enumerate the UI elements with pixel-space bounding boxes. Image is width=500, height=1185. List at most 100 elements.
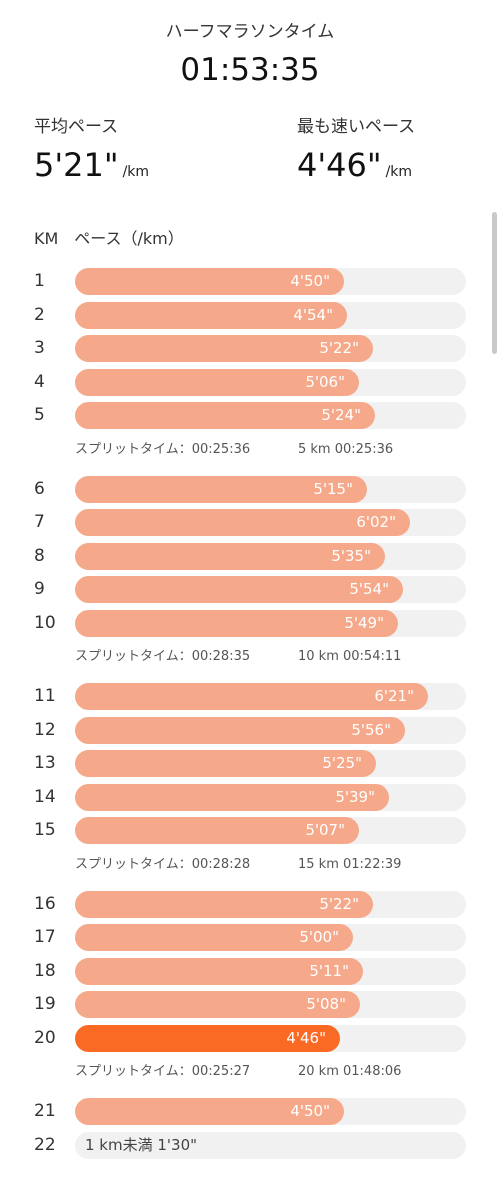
split-cumulative-time: 15 km 01:22:39 [298, 856, 402, 872]
pace-bar-track: 5'06" [75, 368, 466, 396]
pace-column-label: ペース（/km） [74, 229, 184, 248]
km-row[interactable]: 13 5'25" [0, 746, 500, 780]
pace-value-label: 4'54" [293, 305, 333, 324]
pace-bar-track: 4'54" [75, 301, 466, 329]
pace-bar: 5'39" [75, 783, 389, 811]
average-pace-block: 平均ペース 5'21"/km [34, 112, 149, 195]
split-time-label: スプリットタイム：00:28:35 [75, 649, 251, 664]
split-time-row: スプリットタイム：00:25:36 5 km 00:25:36 [0, 432, 500, 468]
km-row[interactable]: 20 4'46" [0, 1021, 500, 1055]
average-pace-value-row: 5'21"/km [34, 142, 149, 195]
km-number: 15 [34, 820, 56, 840]
split-cumulative-time: 10 km 00:54:11 [298, 649, 402, 664]
km-number: 14 [34, 786, 56, 807]
km-row[interactable]: 14 5'39" [0, 780, 500, 814]
pace-value-label: 6'21" [374, 687, 414, 705]
km-row[interactable]: 6 5'15" [0, 472, 500, 506]
km-row[interactable]: 16 5'22" [0, 887, 500, 921]
pace-bar: 5'15" [75, 475, 367, 503]
scrollbar[interactable] [492, 212, 497, 354]
pace-bar-track: 5'07" [75, 817, 466, 844]
pace-value-label: 5'24" [321, 406, 361, 424]
pace-value-label: 4'50" [290, 272, 330, 290]
pace-bar-track: 5'22" [75, 335, 466, 362]
pace-bar: 6'21" [75, 683, 428, 710]
pace-bar-track: 5'54" [75, 576, 466, 603]
split-cumulative-time: 5 km 00:25:36 [298, 441, 394, 457]
pace-bar-track: 5'49" [75, 609, 466, 637]
pace-bar: 4'50" [75, 268, 344, 295]
km-row[interactable]: 18 5'11" [0, 954, 500, 988]
km-number: 19 [34, 994, 56, 1014]
pace-bar: 5'49" [75, 609, 398, 637]
split-time-label: スプリットタイム：00:28:28 [75, 856, 251, 872]
km-row[interactable]: 1 4'50" [0, 264, 500, 298]
pace-bar: 5'54" [75, 576, 403, 603]
km-number: 3 [34, 338, 45, 358]
km-row[interactable]: 19 5'08" [0, 987, 500, 1021]
pace-value-label: 5'08" [306, 995, 346, 1013]
pace-bar-track: 1 km未満 1'30" [75, 1131, 466, 1159]
km-number: 20 [34, 1027, 56, 1048]
pace-value-label: 4'46" [286, 1028, 326, 1047]
fastest-pace-value-row: 4'46"/km [297, 142, 415, 195]
split-time-row: スプリットタイム：00:28:35 10 km 00:54:11 [0, 639, 500, 675]
pace-bar: 5'22" [75, 890, 373, 918]
km-number: 2 [34, 304, 45, 325]
fastest-pace-block: 最も速いペース 4'46"/km [297, 112, 415, 195]
pace-value-label: 5'54" [349, 580, 389, 598]
km-number: 11 [34, 686, 56, 706]
pace-value-label: 5'22" [319, 894, 359, 913]
page-title: ハーフマラソンタイム [165, 22, 335, 42]
fastest-pace-bar: 4'46" [75, 1024, 340, 1052]
pace-value-label: 5'25" [322, 754, 362, 772]
pace-bar-track: 4'50" [75, 268, 466, 295]
average-pace-unit: /km [122, 164, 150, 180]
km-number: 9 [34, 579, 45, 599]
km-row[interactable]: 12 5'56" [0, 713, 500, 747]
km-column-label: KM [34, 229, 59, 248]
km-row[interactable]: 21 4'50" [0, 1094, 500, 1128]
pace-bar: 5'06" [75, 368, 359, 396]
partial-km-label: 1 km未満 1'30" [85, 1135, 198, 1154]
pace-bar: 5'24" [75, 402, 375, 429]
km-row[interactable]: 10 5'49" [0, 606, 500, 640]
pace-bar-track: 6'02" [75, 509, 466, 536]
header: ハーフマラソンタイム 01:53:35 [0, 16, 500, 90]
pace-bar-track: 5'39" [75, 783, 466, 811]
km-row[interactable]: 3 5'22" [0, 331, 500, 365]
km-row[interactable]: 7 6'02" [0, 505, 500, 539]
km-row[interactable]: 8 5'35" [0, 539, 500, 573]
km-row[interactable]: 9 5'54" [0, 572, 500, 606]
split-time-row: スプリットタイム：00:25:27 20 km 01:48:06 [0, 1054, 500, 1090]
pace-bar: 5'56" [75, 716, 405, 744]
km-number: 4 [34, 371, 45, 392]
km-number: 6 [34, 478, 45, 499]
km-number: 8 [34, 545, 45, 566]
km-number: 18 [34, 960, 56, 981]
column-header: KM ペース（/km） [34, 226, 184, 252]
km-number: 7 [34, 512, 45, 532]
pace-bar-track: 4'50" [75, 1098, 466, 1125]
average-pace-value: 5'21" [34, 146, 119, 184]
km-row[interactable]: 11 6'21" [0, 679, 500, 713]
pace-value-label: 5'22" [319, 339, 359, 357]
km-row[interactable]: 2 4'54" [0, 298, 500, 332]
km-row[interactable]: 17 5'00" [0, 920, 500, 954]
km-row[interactable]: 5 5'24" [0, 398, 500, 432]
pace-bar-track: 5'25" [75, 750, 466, 777]
pace-value-label: 5'49" [344, 613, 384, 632]
pace-bar-track: 5'35" [75, 542, 466, 570]
split-cumulative-time: 20 km 01:48:06 [298, 1064, 402, 1079]
pace-bar-track: 5'11" [75, 957, 466, 985]
pace-bar: 5'11" [75, 957, 363, 985]
km-row[interactable]: 4 5'06" [0, 365, 500, 399]
pace-value-label: 5'35" [331, 546, 371, 565]
km-row[interactable]: 22 1 km未満 1'30" [0, 1128, 500, 1162]
km-number: 12 [34, 719, 56, 740]
fastest-pace-label: 最も速いペース [297, 117, 416, 137]
km-number: 1 [34, 271, 45, 291]
km-row[interactable]: 15 5'07" [0, 813, 500, 847]
average-pace-label: 平均ペース [34, 117, 119, 137]
